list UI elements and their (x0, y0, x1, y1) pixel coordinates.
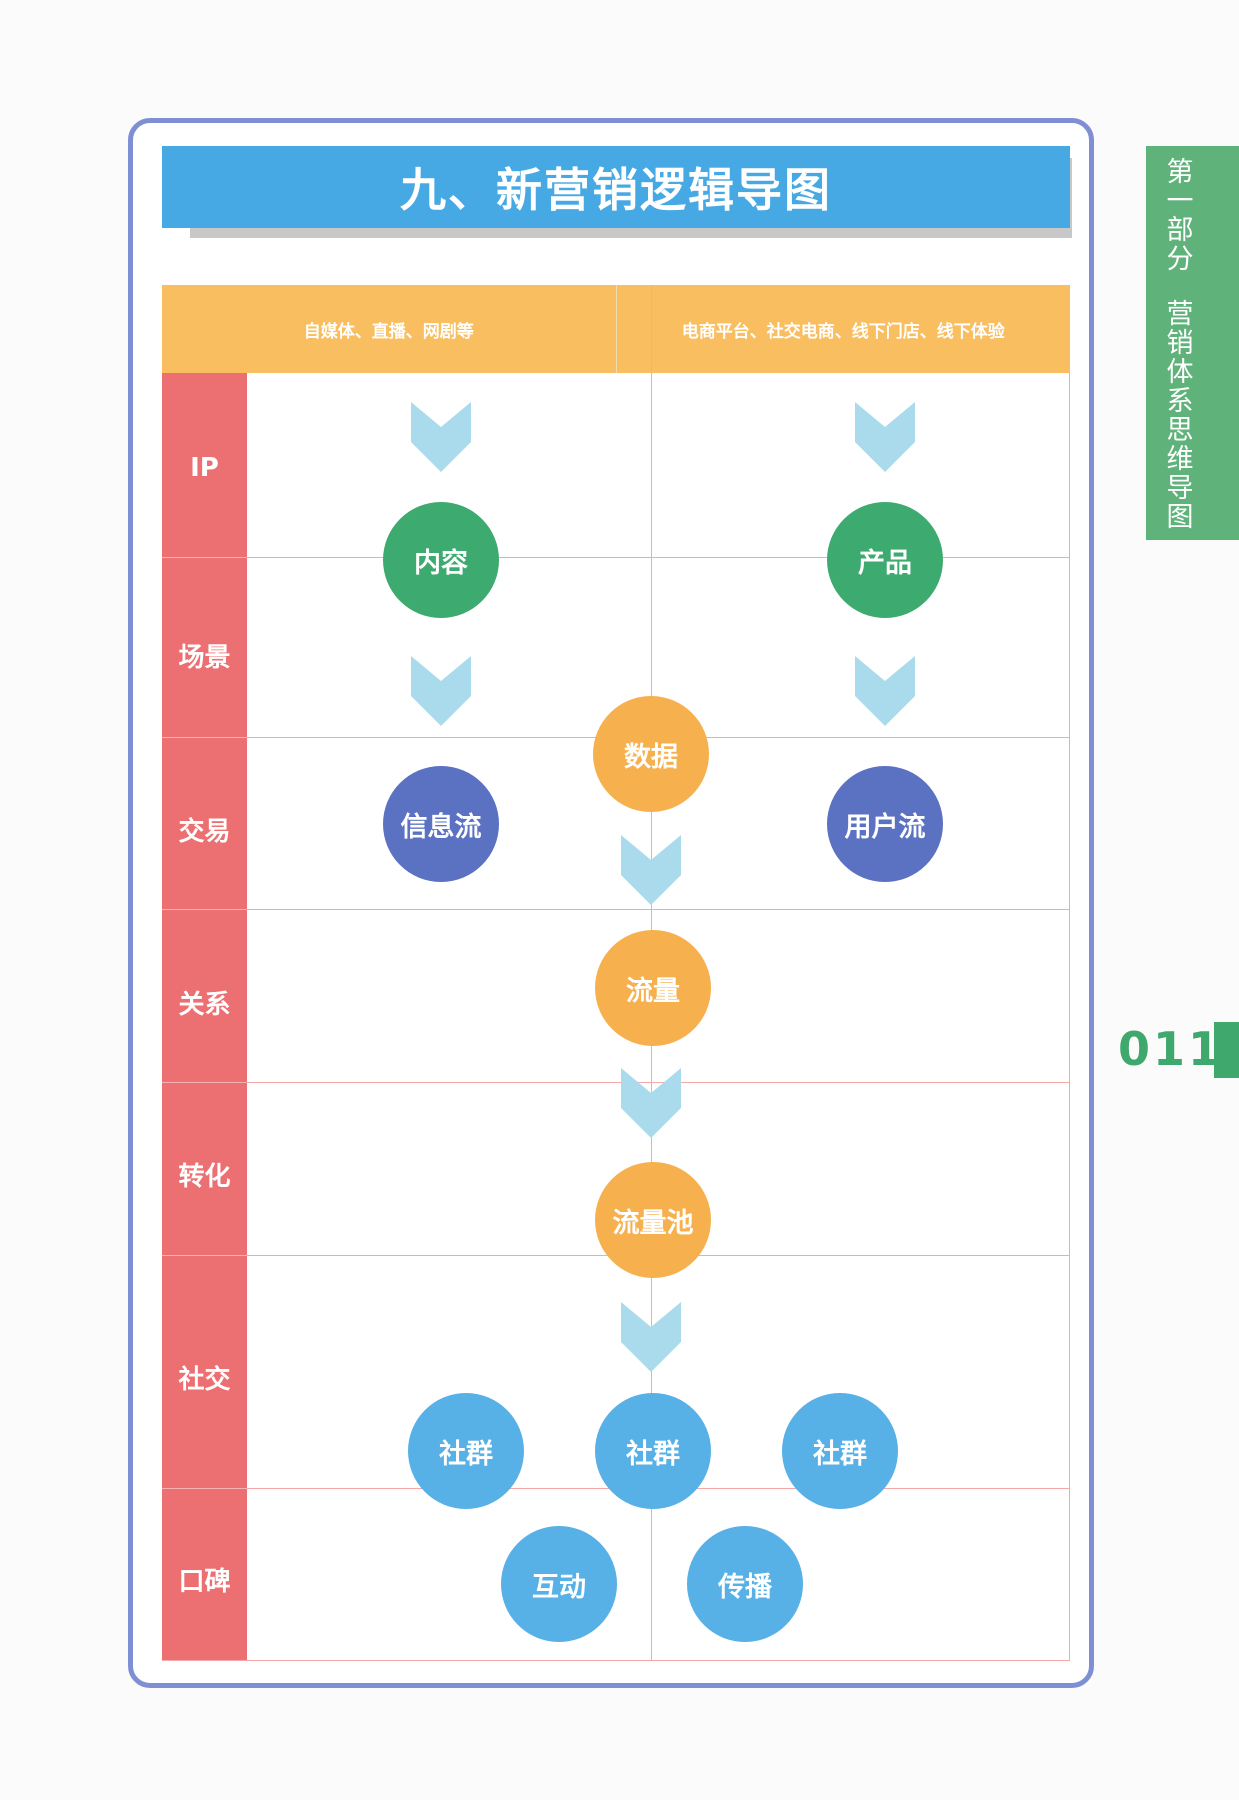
chapter-part-char: 分 (1166, 244, 1194, 275)
row-label-divider (162, 737, 247, 738)
chevron-down-icon (621, 835, 681, 905)
chevron-down-icon (621, 1068, 681, 1138)
column-header-left: 自媒体、直播、网剧等 (303, 321, 474, 342)
chapter-part-char: 第 (1166, 157, 1194, 188)
chapter-name-char: 营 (1166, 299, 1194, 330)
row-label-relationship: 关系 (178, 990, 231, 1020)
grid-bottom-line (162, 1660, 1070, 1661)
row-label-divider (162, 1488, 247, 1489)
grid-row-line (247, 909, 1070, 910)
grid-right-line (1069, 373, 1070, 1660)
column-header-row: 自媒体、直播、网剧等 电商平台、社交电商、线下门店、线下体验 (162, 285, 1070, 373)
chapter-tab (1146, 146, 1239, 540)
node-traffic: 流量 (595, 930, 711, 1046)
chapter-tab-text: 第 一 部 分 营 销 体 系 思 维 导 图 (1160, 158, 1200, 532)
chapter-tab-spacer (1160, 274, 1200, 300)
node-user-flow: 用户流 (827, 766, 943, 882)
page-number: 011 (1118, 1022, 1224, 1076)
row-label-word-of-mouth: 口碑 (178, 1567, 231, 1597)
node-product: 产品 (827, 502, 943, 618)
row-label-divider (162, 1082, 247, 1083)
chapter-name-char: 体 (1166, 357, 1194, 388)
node-content: 内容 (383, 502, 499, 618)
chevron-down-icon (621, 1302, 681, 1372)
row-label-social: 社交 (178, 1365, 231, 1395)
chevron-down-icon (855, 656, 915, 726)
chapter-name-char: 系 (1166, 386, 1194, 417)
node-spread: 传播 (687, 1526, 803, 1642)
row-label-divider (162, 557, 247, 558)
node-info-flow: 信息流 (383, 766, 499, 882)
row-label-ip: IP (190, 453, 219, 483)
row-label-conversion: 转化 (178, 1162, 231, 1192)
chevron-down-icon (411, 402, 471, 472)
chevron-down-icon (411, 656, 471, 726)
row-label-transaction: 交易 (178, 817, 231, 847)
row-label-column: IP 场景 交易 关系 转化 社交 口碑 (162, 373, 247, 1660)
row-label-divider (162, 1255, 247, 1256)
grid-row-line (247, 1082, 1070, 1083)
node-data: 数据 (593, 696, 709, 812)
page-title: 九、新营销逻辑导图 (162, 146, 1070, 228)
chapter-name-char: 导 (1166, 473, 1194, 504)
chapter-name-char: 思 (1166, 415, 1194, 446)
row-label-divider (162, 909, 247, 910)
column-header-right: 电商平台、社交电商、线下门店、线下体验 (615, 285, 1071, 373)
node-traffic-pool: 流量池 (595, 1162, 711, 1278)
node-community: 社群 (408, 1393, 524, 1509)
page-number-tab (1214, 1022, 1239, 1078)
node-community: 社群 (782, 1393, 898, 1509)
chapter-name-char: 图 (1166, 502, 1194, 533)
chapter-part-char: 一 (1166, 186, 1194, 217)
chapter-name-char: 销 (1166, 328, 1194, 359)
chapter-part-char: 部 (1166, 215, 1194, 246)
node-community: 社群 (595, 1393, 711, 1509)
grid-row-line (247, 557, 1070, 558)
chapter-name-char: 维 (1166, 444, 1194, 475)
node-interaction: 互动 (501, 1526, 617, 1642)
chevron-down-icon (855, 402, 915, 472)
row-label-scene: 场景 (178, 643, 231, 673)
